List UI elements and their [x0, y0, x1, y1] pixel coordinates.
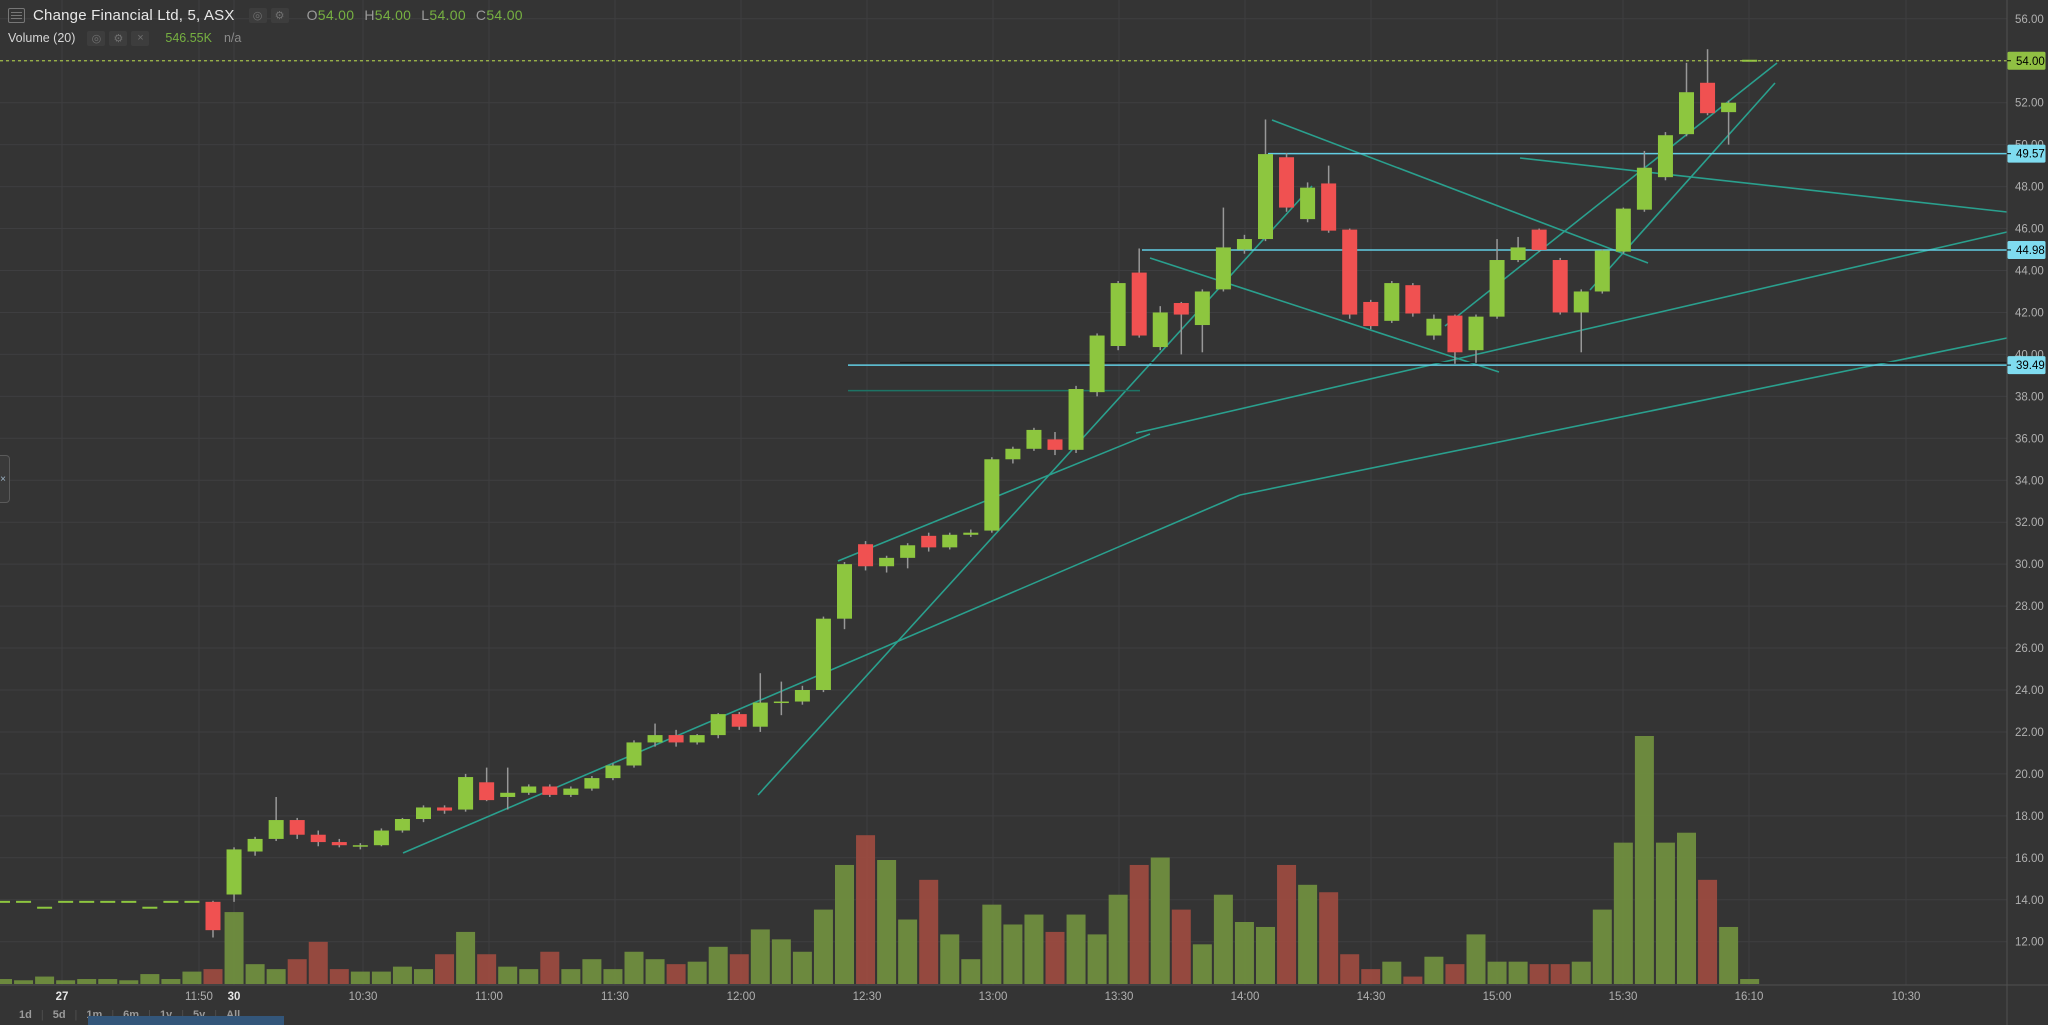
svg-text:49.57: 49.57: [2016, 149, 2045, 161]
close-value: 54.00: [486, 7, 523, 23]
range-separator: |: [214, 1009, 218, 1021]
svg-text:52.00: 52.00: [2015, 98, 2044, 110]
svg-text:14:30: 14:30: [1357, 991, 1386, 1003]
high-value: 54.00: [374, 7, 412, 23]
last-price-tag: 54.00: [2007, 51, 2046, 70]
horizontal-ray-drawings[interactable]: [848, 152, 2007, 366]
volume-histogram: [0, 736, 1760, 984]
left-edge-panel-toggle[interactable]: ×: [0, 455, 10, 503]
svg-text:22.00: 22.00: [2015, 727, 2044, 739]
price-level-tag: 49.57: [2007, 144, 2046, 163]
chart-legend: Change Financial Ltd, 5, ASX ◎ ⚙ O54.00 H…: [8, 4, 533, 49]
indicator-eye-icon[interactable]: ◎: [87, 30, 106, 46]
svg-text:44.98: 44.98: [2016, 245, 2045, 257]
price-axis[interactable]: 56.0052.0050.0048.0046.0044.0042.0040.00…: [2006, 0, 2048, 1025]
gear-icon[interactable]: ⚙: [270, 7, 289, 23]
collapse-legend-icon[interactable]: [8, 7, 25, 23]
svg-text:12.00: 12.00: [2015, 937, 2044, 949]
svg-text:12:00: 12:00: [727, 991, 756, 1003]
svg-text:13:00: 13:00: [979, 991, 1008, 1003]
indicator-gear-icon[interactable]: ⚙: [109, 30, 128, 46]
bottom-blue-strip: [88, 1016, 284, 1025]
svg-text:38.00: 38.00: [2015, 391, 2044, 403]
svg-text:11:00: 11:00: [475, 991, 503, 1003]
svg-text:54.00: 54.00: [2016, 56, 2045, 68]
range-separator: |: [111, 1009, 115, 1021]
high-label: H: [364, 7, 375, 23]
svg-text:10:30: 10:30: [1892, 991, 1921, 1003]
svg-text:48.00: 48.00: [2015, 182, 2044, 194]
range-separator: |: [148, 1009, 151, 1021]
price-level-tag: 44.98: [2007, 240, 2046, 259]
svg-text:56.00: 56.00: [2015, 14, 2044, 26]
symbol-title: Change Financial Ltd, 5, ASX: [33, 6, 235, 24]
range-button-1d[interactable]: 1d: [19, 1009, 32, 1021]
range-separator: |: [181, 1009, 185, 1021]
ohlc-readout: O54.00 H54.00 L54.00 C54.00: [307, 7, 533, 23]
svg-text:30: 30: [228, 991, 241, 1003]
svg-text:15:30: 15:30: [1609, 991, 1638, 1003]
candlestick-series: [0, 49, 1758, 938]
indicator-close-icon[interactable]: ×: [131, 30, 150, 46]
svg-text:34.00: 34.00: [2015, 475, 2044, 487]
svg-text:44.00: 44.00: [2015, 266, 2044, 278]
price-level-tag: 39.49: [2007, 356, 2046, 375]
svg-text:11:50: 11:50: [185, 991, 213, 1003]
svg-text:27: 27: [56, 991, 69, 1003]
svg-text:28.00: 28.00: [2015, 601, 2044, 613]
indicator-name: Volume (20): [8, 31, 76, 45]
svg-text:26.00: 26.00: [2015, 643, 2044, 655]
svg-text:12:30: 12:30: [853, 991, 882, 1003]
low-value: 54.00: [429, 7, 466, 23]
svg-text:32.00: 32.00: [2015, 517, 2044, 529]
indicator-row: Volume (20) ◎ ⚙ × 546.55K n/a: [8, 27, 533, 49]
svg-text:30.00: 30.00: [2015, 559, 2044, 571]
svg-text:42.00: 42.00: [2015, 307, 2044, 319]
range-separator: |: [40, 1009, 44, 1021]
close-label: C: [475, 7, 487, 23]
eye-icon[interactable]: ◎: [248, 7, 267, 23]
svg-text:14:00: 14:00: [1231, 991, 1260, 1003]
symbol-row: Change Financial Ltd, 5, ASX ◎ ⚙ O54.00 H…: [8, 4, 533, 26]
open-label: O: [306, 7, 318, 23]
svg-text:16.00: 16.00: [2015, 853, 2044, 865]
svg-text:15:00: 15:00: [1483, 991, 1512, 1003]
svg-text:24.00: 24.00: [2015, 685, 2044, 697]
svg-text:20.00: 20.00: [2015, 769, 2044, 781]
range-button-5d[interactable]: 5d: [52, 1009, 66, 1021]
svg-text:14.00: 14.00: [2015, 895, 2044, 907]
indicator-value: 546.55K: [165, 31, 212, 45]
svg-text:11:30: 11:30: [601, 991, 629, 1003]
time-axis[interactable]: 27 11:50 30 10:30 11:00 11:30 12:00 12:30 13:00 1…: [0, 984, 2048, 1003]
svg-text:13:30: 13:30: [1105, 991, 1134, 1003]
low-label: L: [421, 7, 430, 23]
svg-text:16:10: 16:10: [1735, 991, 1764, 1003]
svg-text:36.00: 36.00: [2015, 433, 2044, 445]
svg-text:39.49: 39.49: [2016, 360, 2045, 372]
svg-text:18.00: 18.00: [2015, 811, 2044, 823]
indicator-extra: n/a: [223, 31, 242, 45]
svg-text:46.00: 46.00: [2015, 224, 2044, 236]
range-separator: |: [74, 1009, 78, 1021]
open-value: 54.00: [317, 7, 355, 23]
svg-text:10:30: 10:30: [349, 991, 378, 1003]
